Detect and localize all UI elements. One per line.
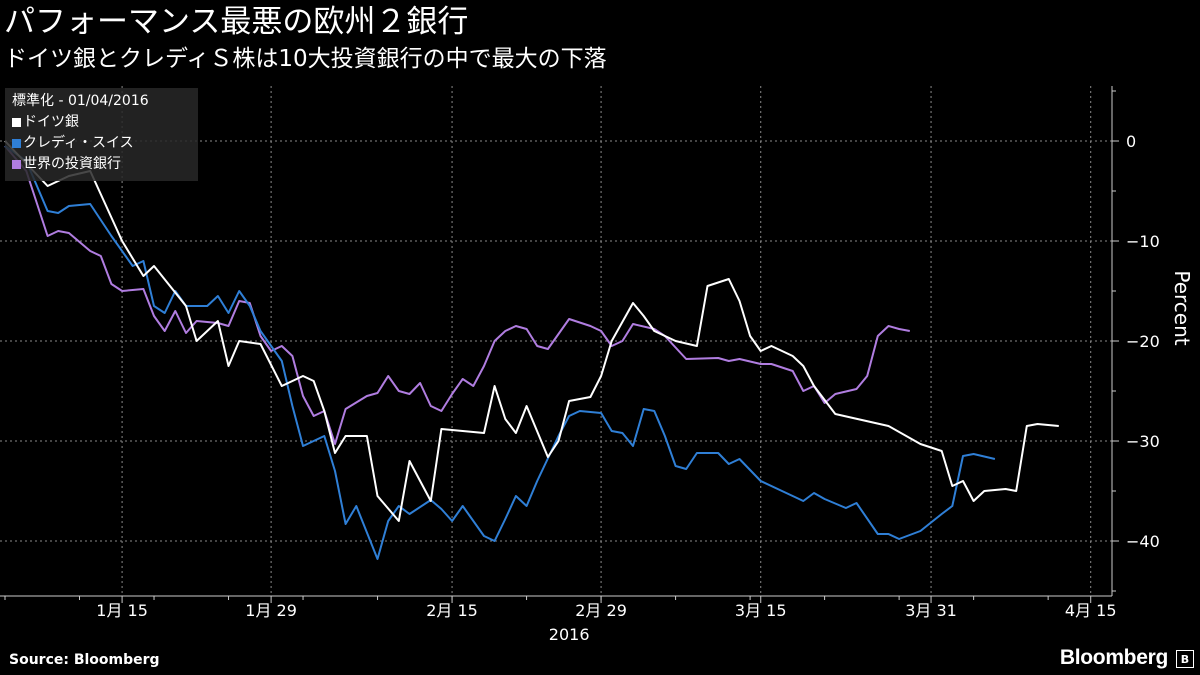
- x-tick-label: 1月 29: [245, 601, 297, 620]
- y-tick-label: −30: [1126, 432, 1160, 451]
- series-line-global-ib: [4, 145, 910, 445]
- y-tick-label: −40: [1126, 532, 1160, 551]
- legend-swatch-deutsche: [12, 118, 21, 127]
- y-tick-label: 0: [1126, 132, 1136, 151]
- legend-caption: 標準化 - 01/04/2016: [12, 93, 149, 109]
- y-tick-label: −10: [1126, 232, 1160, 251]
- legend-item-credit-suisse: クレディ・スイス: [12, 133, 198, 154]
- x-tick-label: 1月 15: [96, 601, 148, 620]
- source-note: Source: Bloomberg: [9, 652, 160, 668]
- legend-item-deutsche: ドイツ銀: [12, 112, 198, 133]
- x-tick-label: 3月 31: [905, 601, 957, 620]
- x-tick-label: 4月 15: [1065, 601, 1117, 620]
- x-tick-label: 3月 15: [735, 601, 787, 620]
- bloomberg-terminal-icon: B: [1176, 650, 1194, 668]
- chart-subtitle: ドイツ銀とクレディＳ株は10大投資銀行の中で最大の下落: [4, 46, 607, 72]
- chart-legend: 標準化 - 01/04/2016 ドイツ銀 クレディ・スイス 世界の投資銀行: [5, 88, 198, 181]
- legend-item-global-ib: 世界の投資銀行: [12, 154, 198, 175]
- x-year-label: 2016: [549, 625, 590, 644]
- series-line-credit-suisse: [4, 145, 996, 560]
- chart-title: パフォーマンス最悪の欧州２銀行: [4, 4, 469, 40]
- y-tick-label: −20: [1126, 332, 1160, 351]
- legend-label-global-ib: 世界の投資銀行: [23, 156, 121, 172]
- y-axis-title: Percent: [1170, 270, 1194, 345]
- series-line-deutsche: [4, 140, 1059, 522]
- legend-label-credit-suisse: クレディ・スイス: [23, 135, 134, 151]
- legend-swatch-global-ib: [12, 160, 21, 169]
- legend-swatch-credit-suisse: [12, 139, 21, 148]
- legend-label-deutsche: ドイツ銀: [23, 114, 79, 130]
- x-tick-label: 2月 15: [426, 601, 478, 620]
- bloomberg-logo: Bloomberg: [1059, 646, 1168, 669]
- x-tick-label: 2月 29: [575, 601, 627, 620]
